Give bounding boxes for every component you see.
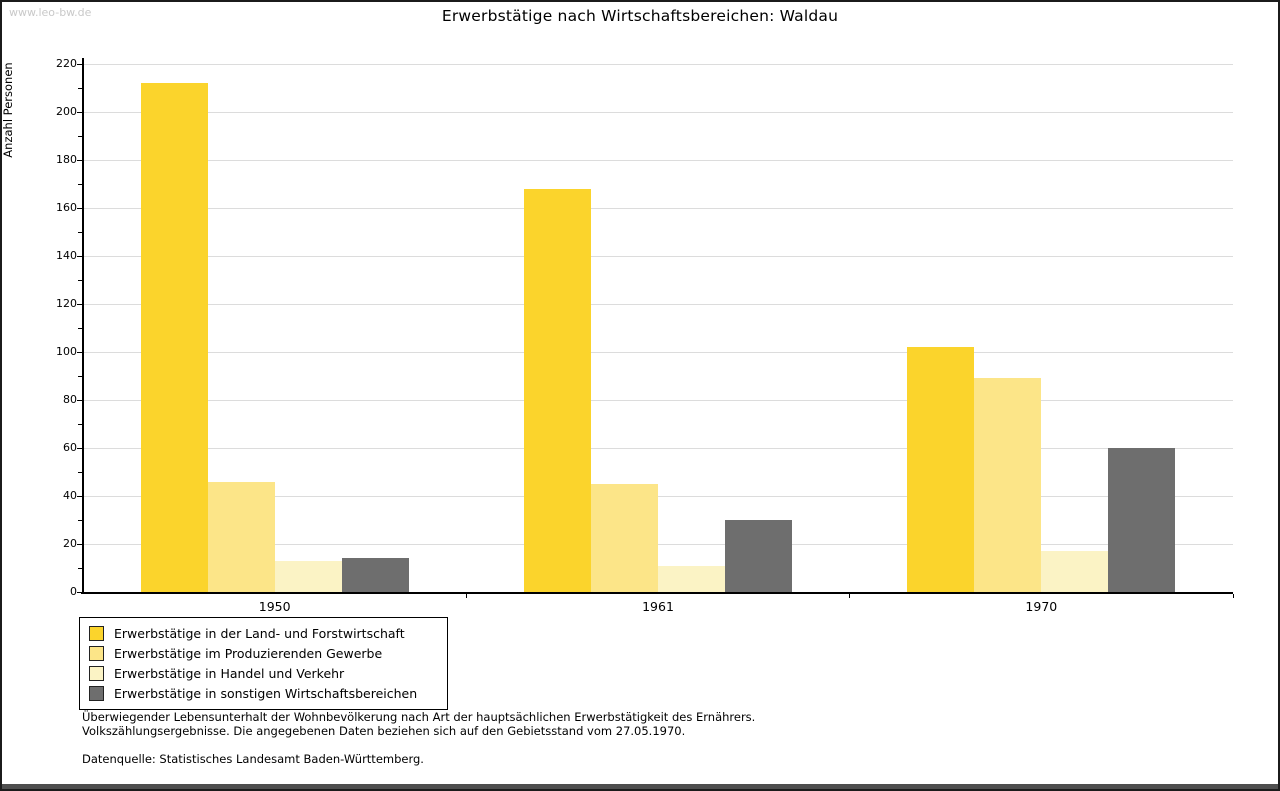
legend: Erwerbstätige in der Land- und Forstwirt… (79, 617, 448, 710)
gridline-140 (83, 255, 1233, 257)
y-tick-label-60: 60 (63, 441, 77, 454)
legend-swatch-1 (89, 625, 104, 641)
y-major-tick-0 (77, 591, 82, 593)
legend-item-3: Erwerbstätige in Handel und Verkehr (89, 663, 447, 683)
y-major-tick-40 (77, 495, 82, 497)
y-minor-tick-10 (78, 567, 82, 569)
gridline-20 (83, 543, 1233, 545)
y-major-tick-200 (77, 111, 82, 113)
y-major-tick-140 (77, 255, 82, 257)
legend-item-4: Erwerbstätige in sonstigen Wirtschaftsbe… (89, 683, 447, 703)
x-tick-label-1970: 1970 (1025, 599, 1058, 614)
bar-1950-series2 (207, 481, 275, 592)
x-axis-line (81, 592, 1233, 594)
legend-label-3: Erwerbstätige in Handel und Verkehr (114, 665, 345, 681)
y-minor-tick-210 (78, 87, 82, 89)
bar-1950-series1 (140, 83, 208, 592)
footnote-line-1: Überwiegender Lebensunterhalt der Wohnbe… (82, 710, 756, 724)
y-tick-label-40: 40 (63, 489, 77, 502)
y-major-tick-20 (77, 543, 82, 545)
chart-title: Erwerbstätige nach Wirtschaftsbereichen:… (441, 7, 839, 25)
watermark-text: www.leo-bw.de (9, 6, 92, 19)
legend-swatch-3 (89, 665, 104, 681)
window-bottom-edge (2, 784, 1278, 789)
y-tick-label-80: 80 (63, 393, 77, 406)
y-tick-label-140: 140 (56, 249, 77, 262)
y-minor-tick-50 (78, 471, 82, 473)
gridline-200 (83, 111, 1233, 113)
y-minor-tick-110 (78, 327, 82, 329)
gridline-80 (83, 399, 1233, 401)
y-major-tick-180 (77, 159, 82, 161)
data-source-text: Datenquelle: Statistisches Landesamt Bad… (82, 752, 424, 766)
y-minor-tick-70 (78, 423, 82, 425)
gridline-160 (83, 207, 1233, 209)
y-minor-tick-170 (78, 183, 82, 185)
y-axis-title: Anzahl Personen (1, 62, 15, 158)
y-major-tick-80 (77, 399, 82, 401)
bar-1961-series1 (524, 188, 591, 592)
y-major-tick-160 (77, 207, 82, 209)
y-major-tick-60 (77, 447, 82, 449)
y-minor-tick-190 (78, 135, 82, 137)
y-tick-label-200: 200 (56, 105, 77, 118)
gridline-120 (83, 303, 1233, 305)
bar-1970-series1 (907, 347, 975, 592)
x-tick-1 (465, 594, 467, 598)
y-major-tick-220 (77, 63, 82, 65)
y-tick-label-100: 100 (56, 345, 77, 358)
y-minor-tick-130 (78, 279, 82, 281)
x-tick-3 (1232, 594, 1234, 598)
gridline-100 (83, 351, 1233, 353)
footnote-text: Überwiegender Lebensunterhalt der Wohnbe… (82, 710, 756, 738)
bar-1970-series3 (1041, 551, 1109, 592)
y-tick-label-0: 0 (70, 585, 77, 598)
bar-1970-series4 (1108, 448, 1176, 592)
y-minor-tick-90 (78, 375, 82, 377)
bar-1950-series3 (274, 560, 342, 592)
legend-label-1: Erwerbstätige in der Land- und Forstwirt… (114, 625, 405, 641)
y-tick-label-160: 160 (56, 201, 77, 214)
x-tick-2 (849, 594, 851, 598)
bar-1970-series2 (974, 378, 1042, 592)
gridline-40 (83, 495, 1233, 497)
y-minor-tick-30 (78, 519, 82, 521)
legend-swatch-4 (89, 685, 104, 701)
bar-1961-series3 (658, 565, 725, 592)
legend-swatch-2 (89, 645, 104, 661)
gridline-220 (83, 63, 1233, 65)
legend-label-2: Erwerbstätige im Produzierenden Gewerbe (114, 645, 383, 661)
bar-1950-series4 (341, 558, 409, 592)
bar-1961-series4 (725, 520, 792, 592)
y-tick-label-120: 120 (56, 297, 77, 310)
x-tick-label-1961: 1961 (642, 599, 674, 614)
footnote-line-2: Volkszählungsergebnisse. Die angegebenen… (82, 723, 686, 738)
gridline-180 (83, 159, 1233, 161)
y-axis-line (82, 58, 84, 594)
x-tick-label-1950: 1950 (258, 599, 291, 614)
bar-1961-series2 (591, 484, 658, 592)
legend-item-1: Erwerbstätige in der Land- und Forstwirt… (89, 623, 447, 643)
legend-label-4: Erwerbstätige in sonstigen Wirtschaftsbe… (114, 685, 418, 701)
y-minor-tick-150 (78, 231, 82, 233)
y-major-tick-120 (77, 303, 82, 305)
gridline-60 (83, 447, 1233, 449)
y-tick-label-20: 20 (63, 537, 77, 550)
y-tick-label-220: 220 (56, 57, 77, 70)
y-major-tick-100 (77, 351, 82, 353)
y-tick-label-180: 180 (56, 153, 77, 166)
legend-item-2: Erwerbstätige im Produzierenden Gewerbe (89, 643, 447, 663)
